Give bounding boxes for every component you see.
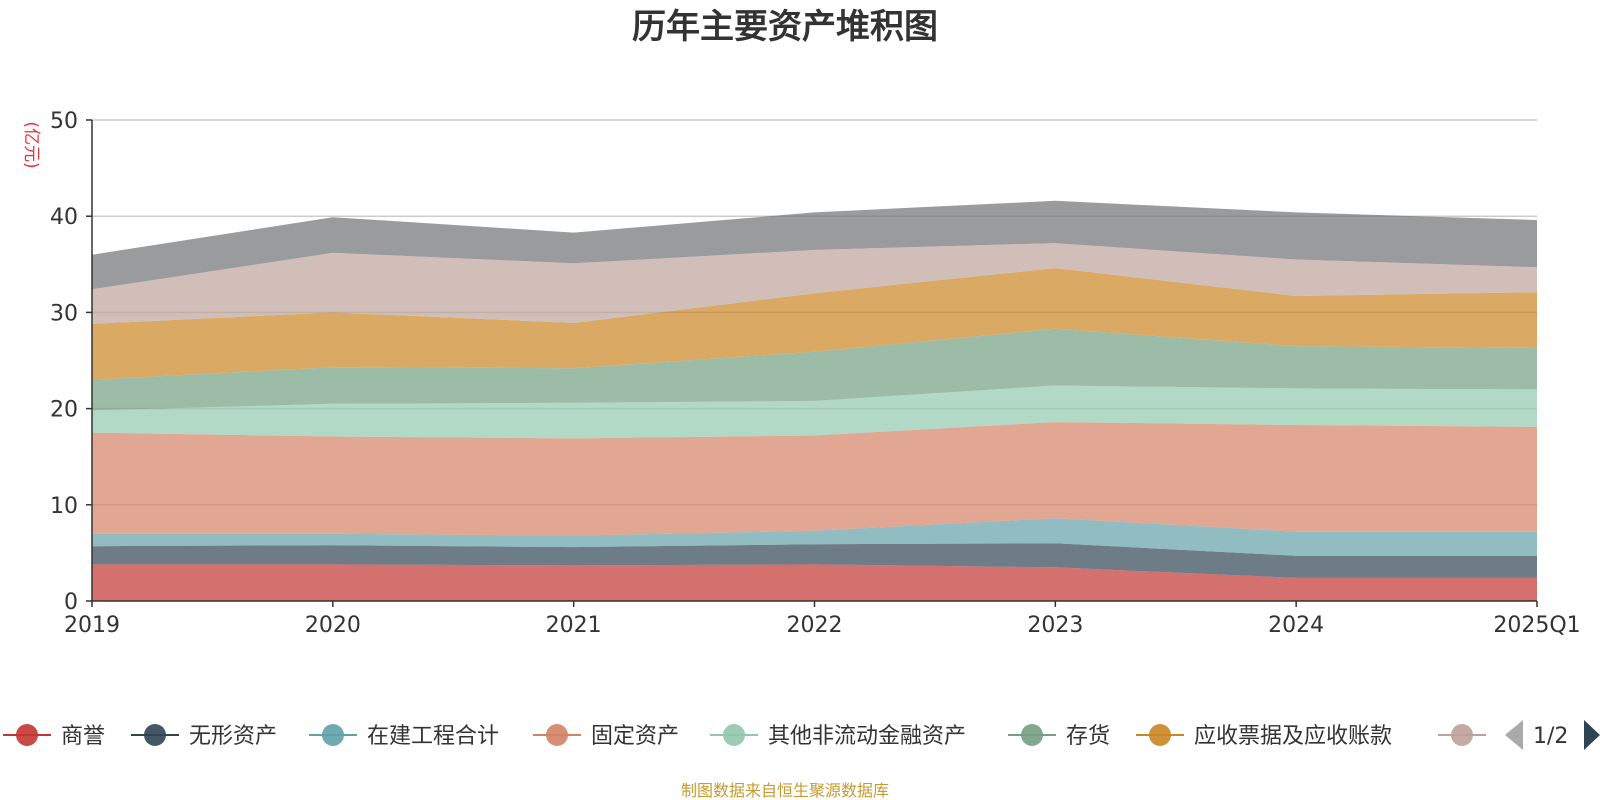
legend-item[interactable]: 其他非流动金融资产 (710, 724, 966, 749)
legend-item[interactable] (1438, 724, 1486, 746)
x-tick-label: 2019 (64, 613, 120, 638)
legend-page-indicator: 1/2 (1533, 724, 1568, 749)
area-series-5 (92, 385, 1537, 439)
area-series-6 (92, 328, 1537, 411)
legend-label: 无形资产 (189, 724, 277, 749)
legend-item[interactable]: 商誉 (3, 724, 105, 749)
legend-prev-page-icon[interactable] (1505, 720, 1523, 750)
y-tick-label: 30 (50, 301, 78, 326)
legend-marker (16, 724, 38, 746)
area-series-2 (92, 543, 1537, 578)
y-tick-label: 0 (64, 590, 78, 615)
y-tick-label: 10 (50, 494, 78, 519)
area-series-9 (92, 200, 1537, 290)
area-series-8 (92, 243, 1537, 324)
legend-item[interactable]: 存货 (1008, 724, 1110, 749)
legend-next-page-icon[interactable] (1584, 720, 1600, 750)
legend-label: 存货 (1066, 724, 1110, 749)
x-tick-label: 2020 (305, 613, 361, 638)
data-source-note: 制图数据来自恒生聚源数据库 (681, 781, 889, 800)
legend-label: 在建工程合计 (367, 724, 499, 749)
legend-label: 其他非流动金融资产 (768, 724, 966, 749)
legend-marker (1149, 724, 1171, 746)
y-axis-unit: (亿元) (21, 121, 41, 168)
legend-marker (546, 724, 568, 746)
x-tick-label: 2025Q1 (1493, 613, 1580, 638)
area-series-1 (92, 564, 1537, 601)
x-tick-label: 2024 (1268, 613, 1324, 638)
legend-marker (723, 724, 745, 746)
y-tick-label: 40 (50, 205, 78, 230)
legend-item[interactable]: 应收票据及应收账款 (1136, 724, 1392, 749)
area-series-7 (92, 268, 1537, 380)
legend-label: 固定资产 (591, 724, 679, 749)
y-tick-label: 20 (50, 398, 78, 423)
x-tick-label: 2023 (1027, 613, 1083, 638)
y-tick-label: 50 (50, 109, 78, 134)
legend-marker (1021, 724, 1043, 746)
legend-marker (322, 724, 344, 746)
legend-label: 商誉 (61, 724, 105, 749)
legend-item[interactable]: 无形资产 (131, 724, 277, 749)
chart-title: 历年主要资产堆积图 (632, 7, 938, 47)
legend-marker (144, 724, 166, 746)
legend[interactable]: 商誉 无形资产 在建工程合计 固定资产 其他非流动金融资产 存货 应收票据及应收账款 1/2 (3, 720, 1600, 750)
x-tick-label: 2021 (546, 613, 602, 638)
legend-marker (1451, 724, 1473, 746)
x-tick-label: 2022 (787, 613, 843, 638)
area-series-3 (92, 518, 1537, 556)
legend-item[interactable]: 固定资产 (533, 724, 679, 749)
axes: 0 10 20 30 40 50 2019 2020 2021 2022 2023 2024 2025Q… (50, 109, 1581, 638)
legend-item[interactable]: 在建工程合计 (309, 724, 499, 749)
area-series-4 (92, 422, 1537, 536)
area-series (92, 200, 1537, 601)
legend-label: 应收票据及应收账款 (1194, 724, 1392, 749)
